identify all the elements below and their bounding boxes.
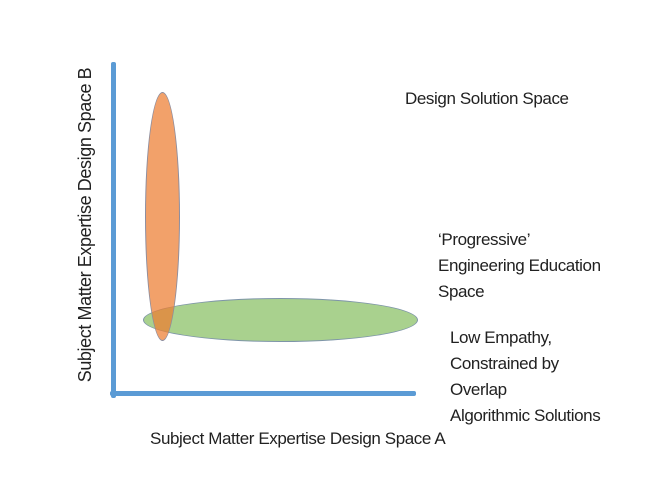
progressive-education-ellipse (143, 298, 418, 342)
progressive-label-line-2: Engineering Education (438, 256, 601, 275)
design-solution-space-label: Design Solution Space (405, 89, 569, 108)
low-empathy-overlap-label: Low Empathy, Constrained by Overlap Algo… (450, 325, 601, 429)
progressive-label-line-3: Space (438, 282, 485, 301)
low-empathy-label-line-1: Low Empathy, (450, 328, 552, 347)
low-empathy-label-line-4: Algorithmic Solutions (450, 406, 601, 425)
design-solution-ellipse (145, 92, 180, 341)
progressive-label-line-1: ‘Progressive’ (438, 230, 531, 249)
progressive-education-label: ‘Progressive’ Engineering Education Spac… (438, 227, 601, 305)
low-empathy-label-line-3: Overlap (450, 380, 507, 399)
y-axis-label: Subject Matter Expertise Design Space B (75, 67, 95, 383)
y-axis-line (111, 62, 116, 398)
x-axis-line (110, 391, 416, 396)
x-axis-label: Subject Matter Expertise Design Space A (150, 429, 446, 448)
low-empathy-label-line-2: Constrained by (450, 354, 559, 373)
